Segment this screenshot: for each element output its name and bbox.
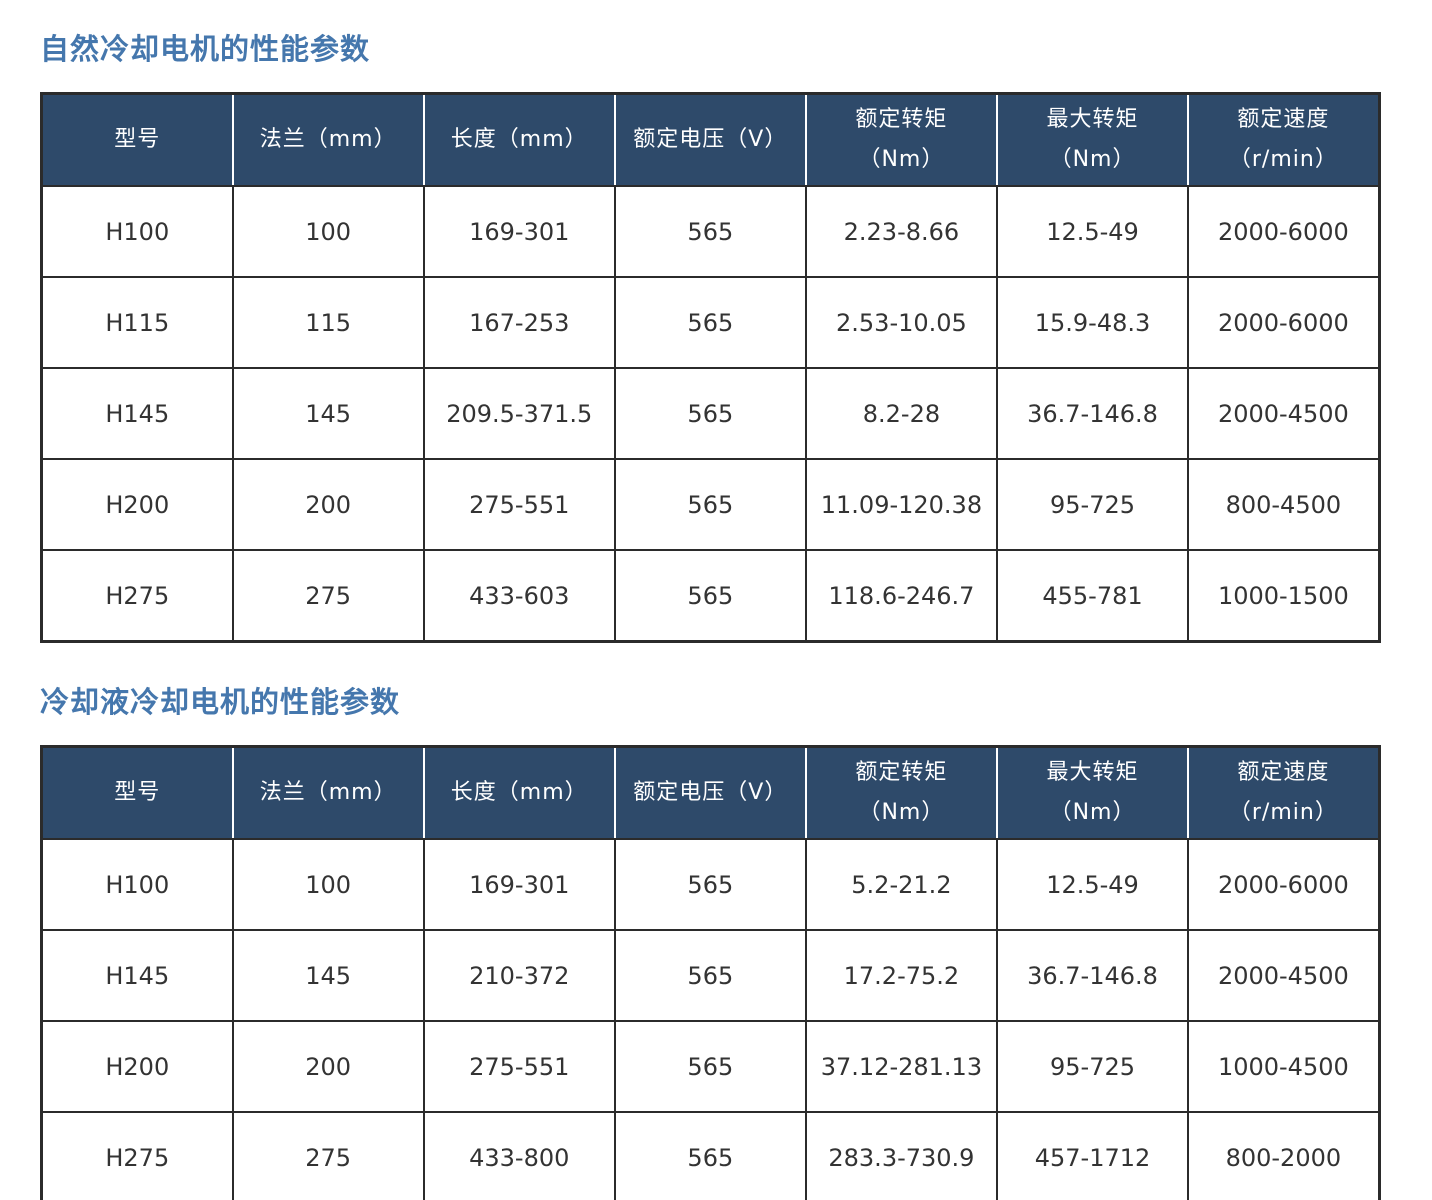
table-row: H100 100 169-301 565 2.23-8.66 12.5-49 2000-60… xyxy=(39,185,1381,278)
table-cell: 275 xyxy=(231,1111,425,1200)
table-cell: 2000-6000 xyxy=(1187,838,1381,931)
table-cell: 565 xyxy=(613,549,807,643)
table-cell: H200 xyxy=(39,1020,234,1113)
header-row: 型号 法兰（mm） 长度（mm） 额定电压（V） 额定转矩 （Nm） 最大转矩 （Nm） 额定速… xyxy=(39,745,1381,840)
table-cell: 2000-4500 xyxy=(1187,367,1381,460)
table-row: H200 200 275-551 565 37.12-281.13 95-725 1000-… xyxy=(39,1020,1381,1113)
table-cell: 36.7-146.8 xyxy=(995,929,1190,1022)
column-header: 法兰（mm） xyxy=(231,92,425,187)
table-cell: 118.6-246.7 xyxy=(804,549,998,643)
table-row: H145 145 209.5-371.5 565 8.2-28 36.7-146.8 200… xyxy=(39,367,1381,460)
table-cell: 17.2-75.2 xyxy=(804,929,998,1022)
table-cell: 115 xyxy=(231,276,425,369)
column-header: 额定转矩 （Nm） xyxy=(804,92,998,187)
table-cell: 433-800 xyxy=(422,1111,616,1200)
table-cell: 5.2-21.2 xyxy=(804,838,998,931)
table-cell: 800-4500 xyxy=(1187,458,1381,551)
table-cell: 209.5-371.5 xyxy=(422,367,616,460)
table-cell: 95-725 xyxy=(995,458,1190,551)
table-cell: 95-725 xyxy=(995,1020,1190,1113)
table-cell: 37.12-281.13 xyxy=(804,1020,998,1113)
table-cell: 565 xyxy=(613,276,807,369)
table-cell: 15.9-48.3 xyxy=(995,276,1190,369)
column-header: 额定转矩 （Nm） xyxy=(804,745,998,840)
table-cell: 167-253 xyxy=(422,276,616,369)
table-cell: H200 xyxy=(39,458,234,551)
section-liquid-cooling: 冷却液冷却电机的性能参数 型号 法兰（mm） 长度（mm） 额定电压（V） 额定转矩 （N… xyxy=(39,679,1432,1200)
column-header: 额定电压（V） xyxy=(613,92,807,187)
table-cell: 565 xyxy=(613,929,807,1022)
column-header: 额定速度 （r/min） xyxy=(1187,745,1381,840)
table-row: H275 275 433-603 565 118.6-246.7 455-781 1000-… xyxy=(39,549,1381,643)
column-header: 长度（mm） xyxy=(422,745,616,840)
table-cell: 1000-4500 xyxy=(1187,1020,1381,1113)
table-cell: 565 xyxy=(613,1111,807,1200)
table-cell: 100 xyxy=(231,185,425,278)
table-cell: H100 xyxy=(39,185,234,278)
column-header: 最大转矩 （Nm） xyxy=(995,92,1190,187)
table-cell: H275 xyxy=(39,549,234,643)
table-row: H115 115 167-253 565 2.53-10.05 15.9-48.3 2000… xyxy=(39,276,1381,369)
section-title-natural-cooling: 自然冷却电机的性能参数 xyxy=(40,32,371,66)
table-row: H145 145 210-372 565 17.2-75.2 36.7-146.8 2000… xyxy=(39,929,1381,1022)
table-row: H200 200 275-551 565 11.09-120.38 95-725 800-4… xyxy=(39,458,1381,551)
section-title-liquid-cooling: 冷却液冷却电机的性能参数 xyxy=(40,685,401,719)
table-cell: 2000-6000 xyxy=(1187,276,1381,369)
table-cell: 8.2-28 xyxy=(804,367,998,460)
table-cell: 210-372 xyxy=(422,929,616,1022)
table-cell: 275 xyxy=(231,549,425,643)
table-cell: H275 xyxy=(39,1111,234,1200)
column-header: 型号 xyxy=(39,92,234,187)
table-cell: H115 xyxy=(39,276,234,369)
table-cell: 100 xyxy=(231,838,425,931)
table-cell: 565 xyxy=(613,458,807,551)
table-cell: H145 xyxy=(39,929,234,1022)
table-cell: H145 xyxy=(39,367,234,460)
table-cell: H100 xyxy=(39,838,234,931)
column-header: 法兰（mm） xyxy=(231,745,425,840)
table-cell: 1000-1500 xyxy=(1187,549,1381,643)
section-natural-cooling: 自然冷却电机的性能参数 型号 法兰（mm） 长度（mm） 额定电压（V） 额定转矩 （Nm… xyxy=(39,26,1432,643)
header-row: 型号 法兰（mm） 长度（mm） 额定电压（V） 额定转矩 （Nm） 最大转矩 （Nm） 额定速… xyxy=(39,92,1381,187)
column-header: 最大转矩 （Nm） xyxy=(995,745,1190,840)
table-cell: 433-603 xyxy=(422,549,616,643)
table-cell: 36.7-146.8 xyxy=(995,367,1190,460)
table-cell: 800-2000 xyxy=(1187,1111,1381,1200)
table-cell: 169-301 xyxy=(422,185,616,278)
table-cell: 11.09-120.38 xyxy=(804,458,998,551)
column-header: 长度（mm） xyxy=(422,92,616,187)
table-cell: 457-1712 xyxy=(995,1111,1190,1200)
column-header: 型号 xyxy=(39,745,234,840)
table-row: H100 100 169-301 565 5.2-21.2 12.5-49 2000-600… xyxy=(39,838,1381,931)
column-header: 额定电压（V） xyxy=(613,745,807,840)
table-cell: 455-781 xyxy=(995,549,1190,643)
table-cell: 565 xyxy=(613,838,807,931)
column-header: 额定速度 （r/min） xyxy=(1187,92,1381,187)
liquid-cooling-performance-table: 型号 法兰（mm） 长度（mm） 额定电压（V） 额定转矩 （Nm） 最大转矩 （Nm） 额定速… xyxy=(39,745,1381,1200)
table-cell: 2000-6000 xyxy=(1187,185,1381,278)
table-cell: 2.53-10.05 xyxy=(804,276,998,369)
table-cell: 169-301 xyxy=(422,838,616,931)
table-cell: 2.23-8.66 xyxy=(804,185,998,278)
table-cell: 565 xyxy=(613,367,807,460)
table-cell: 2000-4500 xyxy=(1187,929,1381,1022)
table-cell: 145 xyxy=(231,367,425,460)
table-cell: 565 xyxy=(613,185,807,278)
table-cell: 200 xyxy=(231,458,425,551)
table-cell: 12.5-49 xyxy=(995,185,1190,278)
table-cell: 12.5-49 xyxy=(995,838,1190,931)
natural-cooling-performance-table: 型号 法兰（mm） 长度（mm） 额定电压（V） 额定转矩 （Nm） 最大转矩 （Nm） 额定速… xyxy=(39,92,1381,643)
table-cell: 145 xyxy=(231,929,425,1022)
table-row: H275 275 433-800 565 283.3-730.9 457-1712 800-… xyxy=(39,1111,1381,1200)
table-cell: 565 xyxy=(613,1020,807,1113)
table-cell: 275-551 xyxy=(422,458,616,551)
table-cell: 275-551 xyxy=(422,1020,616,1113)
table-cell: 283.3-730.9 xyxy=(804,1111,998,1200)
table-cell: 200 xyxy=(231,1020,425,1113)
